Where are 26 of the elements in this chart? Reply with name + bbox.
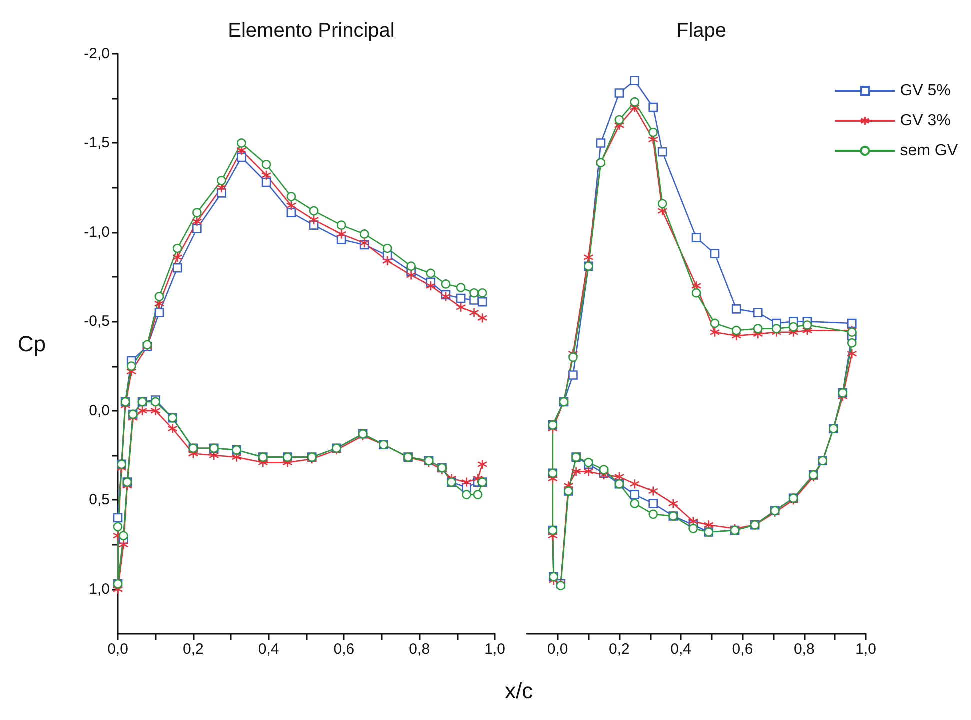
x-tick-label: 0,2 [182,641,204,658]
y-tick-label: -0,5 [84,313,110,330]
x-tick-label: 1,0 [484,641,506,658]
y-axis-title: Cp [18,332,46,356]
x-tick-label: 0,8 [409,641,430,658]
legend-label: GV 3% [900,112,951,130]
x-tick-label: 0,8 [794,641,815,658]
x-tick-label: 0,0 [547,641,568,658]
x-tick-label: 0,2 [609,641,630,658]
y-tick-label: 0,5 [89,492,110,509]
x-tick-label: 0,6 [732,641,754,658]
legend-label: GV 5% [900,82,951,100]
x-tick-label: 0,4 [258,641,280,658]
y-tick-label: -1,0 [84,224,110,241]
chart-title: Elemento Principal [228,20,395,42]
x-tick-label: 0,4 [670,641,692,658]
chart-title: Flape [676,20,727,42]
legend-label: sem GV [900,142,958,160]
x-tick-label: 0,6 [334,641,355,658]
y-tick-label: -1,5 [84,134,110,152]
x-axis-title: x/c [505,678,534,704]
y-tick-label: -2,0 [84,46,110,62]
x-tick-label: 1,0 [856,641,876,658]
x-tick-label: 0,0 [108,641,128,658]
y-tick-label: 1,0 [89,580,110,598]
y-tick-label: 0,0 [89,402,110,420]
